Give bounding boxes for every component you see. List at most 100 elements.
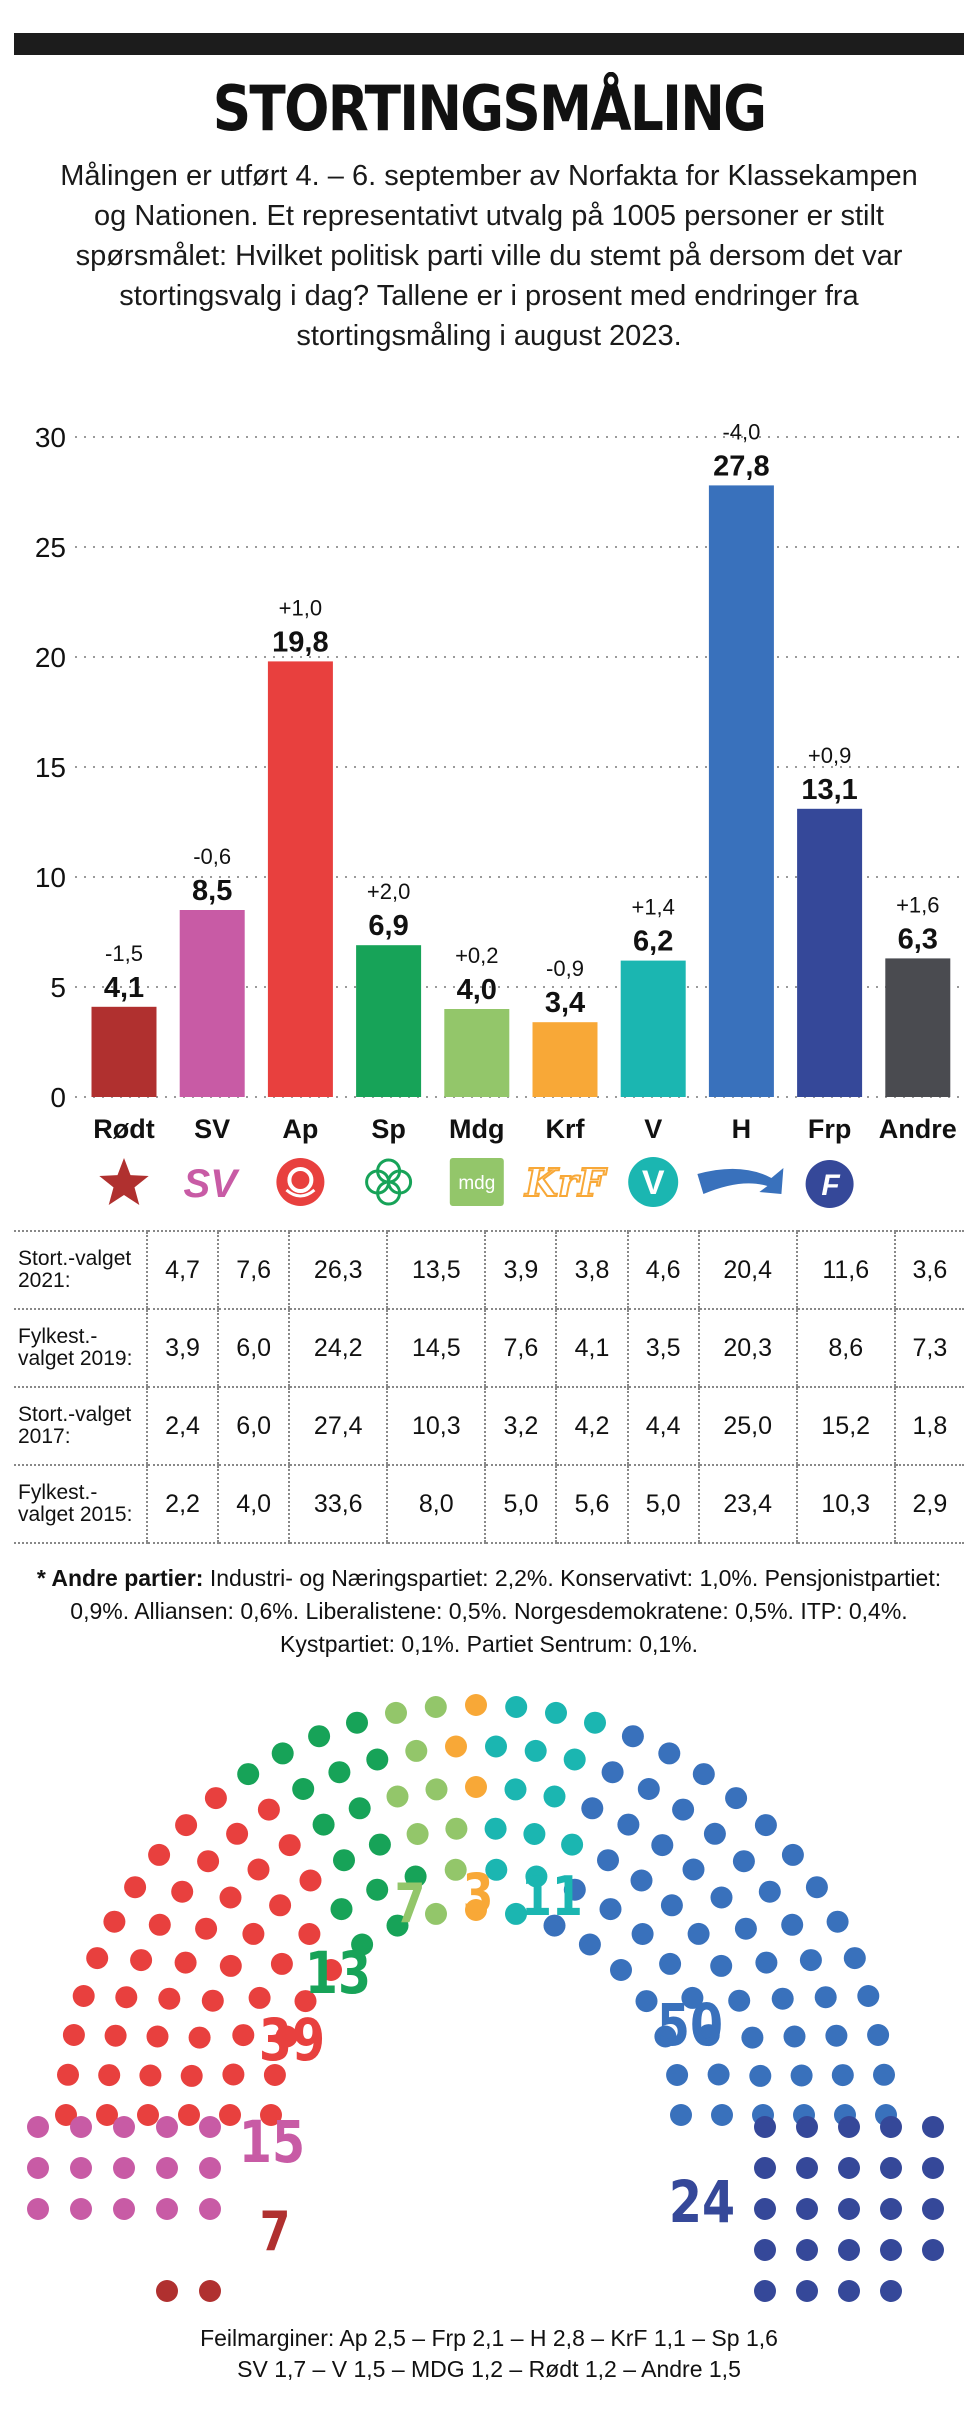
table-cell: 27,4: [288, 1387, 388, 1466]
seat-sp: [308, 1725, 331, 1748]
top-rule: [14, 33, 964, 55]
seat-h: [651, 1834, 674, 1857]
seat-mdg: [425, 1778, 448, 1801]
table-row: Fylkest.-valget 2015: 2,2 4,0 33,6 8,0 5,0 5,6…: [14, 1465, 964, 1544]
table-row: Stort.-valget 2021: 4,7 7,6 26,3 13,5 3,9 3,8 4…: [14, 1230, 964, 1310]
seat-v: [584, 1711, 606, 1734]
y-tick-label: 0: [50, 1082, 66, 1113]
seat-frp: [922, 2116, 944, 2138]
seat-sv: [113, 2157, 135, 2179]
seat-v: [543, 1785, 566, 1808]
seat-frp: [754, 2198, 776, 2220]
table-row: Stort.-valget 2017: 2,4 6,0 27,4 10,3 3,2 4,2 4…: [14, 1387, 964, 1466]
seat-frp: [796, 2116, 818, 2138]
bar-chart: 0 5 10 15 20 25 30 4,1 -1,5 Rødt 8,5 -0,6 SV SV 19,8 +1…: [35, 419, 965, 1208]
seat-count-v: 11: [521, 1865, 583, 1928]
seat-v: [505, 1902, 527, 1925]
seat-count-rødt: 7: [260, 2200, 291, 2263]
seat-h: [578, 1933, 601, 1956]
seat-frp: [754, 2239, 776, 2261]
svg-text:KrF: KrF: [524, 1160, 608, 1205]
seat-v: [545, 1701, 567, 1724]
seat-frp: [796, 2280, 818, 2302]
seat-ap: [57, 2063, 79, 2086]
table-row: Fylkest.-valget 2019: 3,9 6,0 24,2 14,5 7,6 4,…: [14, 1309, 964, 1388]
seat-ap: [257, 1798, 280, 1821]
value-label: 6,3: [898, 923, 938, 955]
seat-krf: [445, 1735, 467, 1758]
seat-frp: [796, 2239, 818, 2261]
seat-sv: [27, 2198, 49, 2220]
seat-frp: [922, 2157, 944, 2179]
seat-mdg: [406, 1823, 429, 1845]
value-label: 6,2: [633, 926, 673, 958]
seat-ap: [201, 1989, 224, 2012]
bar-frp: [797, 808, 863, 1097]
seat-h: [710, 1886, 733, 1909]
seat-sp: [328, 1761, 351, 1784]
seat-sp: [348, 1797, 371, 1820]
value-label: 19,8: [272, 626, 328, 658]
seat-mdg: [445, 1817, 468, 1840]
seat-mdg: [385, 1701, 407, 1724]
seat-frp: [880, 2198, 902, 2220]
seat-h: [543, 1914, 566, 1937]
seat-v: [484, 1817, 507, 1840]
table-cell: 3,6: [893, 1230, 964, 1310]
seat-count-mdg: 7: [395, 1872, 426, 1935]
seat-sv: [113, 2116, 135, 2138]
seat-ap: [294, 1990, 317, 2013]
seat-sp: [368, 1833, 391, 1856]
table-cell: 20,4: [697, 1230, 797, 1310]
seat-h: [599, 1898, 622, 1921]
table-cell: 26,3: [288, 1230, 388, 1310]
seat-h: [660, 1894, 683, 1917]
seat-ap: [148, 1843, 171, 1866]
seat-v: [485, 1858, 508, 1881]
seat-sp: [333, 1849, 355, 1872]
seat-sp: [404, 1865, 427, 1888]
category-label: Sp: [371, 1114, 406, 1144]
logo-mdg-icon: mdg: [449, 1158, 504, 1206]
seat-v: [525, 1865, 548, 1888]
seat-ap: [270, 1952, 293, 1975]
seat-sv: [70, 2116, 92, 2138]
table-cell: 14,5: [386, 1309, 486, 1388]
svg-text:F: F: [821, 1169, 840, 1202]
bar-krf: [532, 1022, 598, 1097]
seat-sp: [366, 1748, 389, 1771]
seat-frp: [838, 2239, 860, 2261]
seat-sp: [386, 1914, 409, 1937]
change-label: -4,0: [722, 419, 760, 444]
table-cell: 15,2: [795, 1387, 895, 1466]
seat-frp: [880, 2116, 902, 2138]
table-cell: 3,5: [626, 1309, 699, 1388]
seat-h: [630, 1869, 653, 1892]
error-margins: Feilmarginer: Ap 2,5 – Frp 2,1 – H 2,8 –…: [40, 2323, 938, 2385]
logo-rødt-icon: [99, 1158, 149, 1205]
seat-frp: [838, 2116, 860, 2138]
change-label: +0,2: [455, 943, 498, 968]
table-cell: 5,0: [484, 1465, 557, 1544]
seat-mdg: [405, 1739, 428, 1762]
seat-sp: [292, 1778, 315, 1800]
value-label: 3,4: [545, 987, 585, 1019]
category-label: Rødt: [93, 1114, 154, 1144]
seat-ap: [139, 2064, 162, 2087]
svg-text:mdg: mdg: [458, 1173, 495, 1194]
seat-h: [725, 1787, 748, 1810]
seat-count-sv: 15: [239, 2108, 305, 2176]
seat-sv: [199, 2157, 221, 2179]
seat-sp: [271, 1742, 294, 1765]
seat-v: [563, 1748, 586, 1771]
table-cell: 23,4: [697, 1465, 797, 1544]
value-label: 4,1: [104, 972, 144, 1004]
seat-h: [681, 1986, 704, 2009]
seat-mdg: [386, 1785, 409, 1808]
seat-h: [563, 1878, 586, 1901]
seat-sv: [156, 2198, 178, 2220]
seat-h: [732, 1850, 755, 1873]
row-label: Fylkest.-valget 2015:: [14, 1465, 147, 1544]
seat-ap: [269, 1894, 292, 1917]
seat-h: [790, 2064, 813, 2087]
